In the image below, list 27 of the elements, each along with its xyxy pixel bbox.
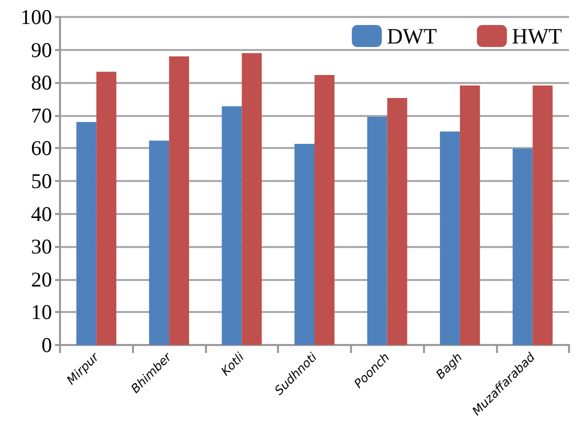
y-tick-label: 30 [31,234,52,259]
y-tick-label: 50 [31,169,52,193]
bar [532,86,553,345]
bar [367,116,388,345]
bar [222,106,242,345]
y-tick-label: 100 [20,5,52,29]
y-tick-label: 20 [31,267,52,292]
bar [169,56,190,345]
y-tick-label: 90 [31,38,52,62]
bar [96,72,116,345]
legend-label: HWT [512,24,563,48]
y-tick-label: 10 [31,300,52,324]
bar [387,98,408,345]
legend-label: DWT [386,24,438,48]
y-tick-label: 40 [31,202,52,226]
y-tick-label: 70 [31,103,52,128]
bar [460,86,480,345]
bar [294,144,314,345]
bar [149,140,170,345]
bar [242,53,262,345]
bar [76,122,96,345]
y-tick-label: 60 [31,136,52,160]
bar [512,148,533,345]
bar [314,75,334,345]
y-tick-label: 0 [42,333,52,357]
y-tick-label: 80 [31,70,52,95]
bar [440,131,460,345]
